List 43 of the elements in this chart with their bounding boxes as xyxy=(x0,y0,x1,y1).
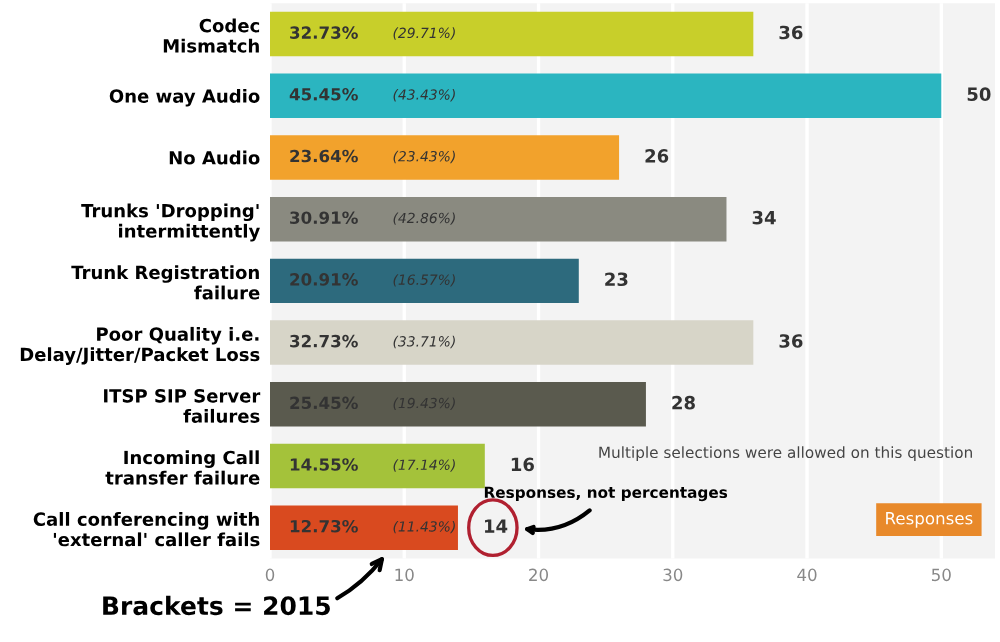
annotation: 14.55% xyxy=(290,458,358,471)
data-label: 26 xyxy=(645,149,669,163)
y-tick-label: ITSP SIP Server failures xyxy=(104,389,261,423)
bar xyxy=(270,443,485,489)
x-tick-label: 30 xyxy=(663,568,683,582)
y-tick-label: One way Audio xyxy=(109,88,260,107)
bar xyxy=(270,11,754,57)
bar xyxy=(270,73,942,118)
data-label: 14 xyxy=(485,519,508,533)
bar xyxy=(270,320,754,365)
annotation: 12.73% xyxy=(290,519,358,533)
data-label: 36 xyxy=(779,25,803,40)
data-label: 16 xyxy=(511,457,534,472)
annotation: 32.73% xyxy=(290,26,358,39)
bar xyxy=(270,382,646,427)
y-tick-label: Call conferencing with 'external' caller fails xyxy=(33,512,260,547)
annotation: 20.91% xyxy=(290,273,358,286)
y-tick-label: Trunks 'Dropping' intermittently xyxy=(81,203,260,242)
data-label: 28 xyxy=(672,395,695,410)
data-label: 36 xyxy=(779,334,803,348)
x-tick-label: 20 xyxy=(529,568,549,582)
bar xyxy=(270,505,458,550)
y-tick-label: Trunk Registration failure xyxy=(71,265,260,300)
y-tick-label: Poor Quality i.e. Delay/Jitter/Packet Loss xyxy=(20,326,260,365)
x-tick-label: 40 xyxy=(797,568,817,582)
annotation: 23.64% xyxy=(290,149,358,163)
x-tick-label: 50 xyxy=(931,568,951,582)
bar xyxy=(270,196,727,242)
annotation: 45.45% xyxy=(289,87,358,101)
annotation: 30.91% xyxy=(290,211,358,225)
x-tick-label: 0 xyxy=(265,568,275,582)
data-label: 23 xyxy=(605,272,628,287)
data-label: 50 xyxy=(967,87,991,101)
y-tick-label: Incoming Call transfer failure xyxy=(105,450,260,485)
bar xyxy=(270,135,620,180)
bar xyxy=(270,258,579,304)
text: Responses xyxy=(886,512,973,528)
y-tick-label: Codec Mismatch xyxy=(163,18,260,53)
data-label: 34 xyxy=(752,210,776,225)
annotation: 32.73% xyxy=(290,334,358,348)
y-tick-label: No Audio xyxy=(169,150,260,165)
text: Brackets = 2015 xyxy=(103,595,330,616)
x-tick-label: 10 xyxy=(395,568,414,582)
